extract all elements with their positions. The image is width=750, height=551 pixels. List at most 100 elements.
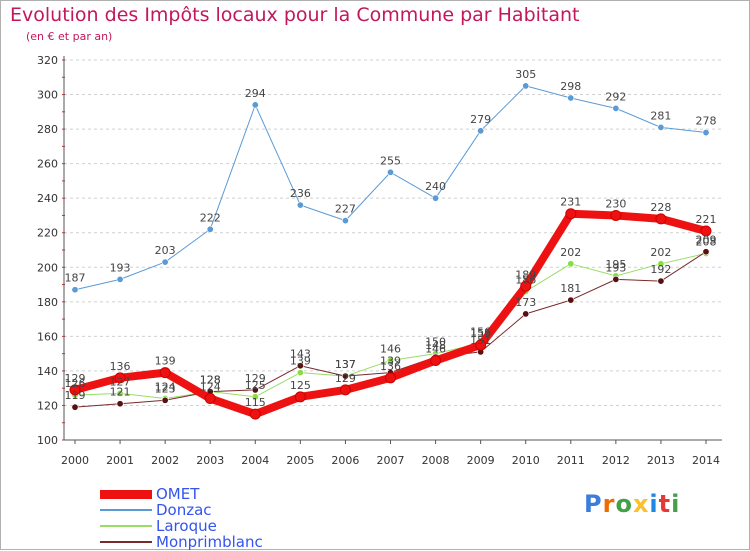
data-point-donzac: [702, 129, 710, 137]
data-point-donzac: [341, 217, 349, 225]
logo-letter: x: [632, 490, 650, 518]
data-point-omet: [204, 393, 216, 405]
data-point-monprimblanc: [522, 310, 530, 318]
data-point-donzac: [477, 127, 485, 135]
data-label-omet: 115: [245, 396, 266, 409]
data-label-donzac: 305: [515, 68, 536, 81]
x-tick-label: 2007: [377, 454, 405, 467]
data-label-laroque: 186: [515, 273, 536, 286]
data-label-donzac: 281: [650, 109, 671, 122]
y-tick-label: 220: [37, 227, 58, 240]
y-tick-label: 300: [37, 89, 58, 102]
data-point-omet: [520, 280, 532, 292]
data-label-monprimblanc: 137: [335, 358, 356, 371]
x-tick-label: 2004: [241, 454, 269, 467]
data-label-omet: 230: [605, 197, 626, 210]
logo-letter: P: [584, 490, 603, 518]
data-label-laroque: 126: [65, 377, 86, 390]
data-label-laroque: 202: [650, 246, 671, 259]
legend-swatch: [100, 509, 152, 511]
data-label-monprimblanc: 143: [290, 348, 311, 361]
data-label-omet: 124: [200, 381, 221, 394]
data-label-laroque: 208: [696, 235, 717, 248]
legend-label: Laroque: [156, 517, 217, 535]
x-tick-label: 2005: [286, 454, 314, 467]
x-tick-label: 2014: [692, 454, 720, 467]
x-tick-label: 2003: [196, 454, 224, 467]
data-label-donzac: 292: [605, 90, 626, 103]
legend-swatch: [100, 525, 152, 527]
data-label-monprimblanc: 119: [65, 389, 86, 402]
data-point-donzac: [71, 286, 79, 294]
y-tick-label: 120: [37, 399, 58, 412]
data-point-omet: [69, 384, 81, 396]
legend-label: Donzac: [156, 501, 212, 519]
data-point-donzac: [386, 168, 394, 176]
data-point-omet: [565, 208, 577, 220]
data-point-omet: [249, 408, 261, 420]
x-tick-label: 2010: [512, 454, 540, 467]
data-point-laroque: [567, 260, 575, 268]
data-point-omet: [610, 209, 622, 221]
data-label-donzac: 193: [110, 261, 131, 274]
data-point-monprimblanc: [702, 248, 710, 256]
data-label-omet: 125: [290, 379, 311, 392]
data-label-monprimblanc: 129: [245, 372, 266, 385]
proxiti-logo: Proxiti: [584, 490, 680, 518]
x-tick-label: 2006: [331, 454, 359, 467]
y-tick-label: 280: [37, 123, 58, 136]
legend-item-donzac: Donzac: [100, 501, 300, 519]
logo-letter: r: [602, 490, 616, 518]
y-tick-label: 260: [37, 158, 58, 171]
data-label-donzac: 298: [560, 80, 581, 93]
data-label-omet: 231: [560, 196, 581, 209]
data-label-monprimblanc: 192: [650, 263, 671, 276]
data-point-laroque: [296, 369, 304, 377]
y-tick-label: 320: [37, 54, 58, 67]
data-label-monprimblanc: 193: [605, 261, 626, 274]
data-label-laroque: 146: [380, 343, 401, 356]
x-tick-label: 2002: [151, 454, 179, 467]
data-point-omet: [385, 372, 396, 384]
data-label-monprimblanc: 139: [380, 355, 401, 368]
x-tick-label: 2013: [647, 454, 675, 467]
y-tick-label: 140: [37, 365, 58, 378]
x-tick-label: 2011: [557, 454, 585, 467]
data-label-monprimblanc: 151: [470, 334, 491, 347]
chart-legend: OMET Donzac Laroque Monprimblanc: [100, 485, 300, 551]
data-label-donzac: 240: [425, 180, 446, 193]
logo-letter: i: [649, 490, 659, 518]
data-label-omet: 136: [110, 360, 131, 373]
data-point-donzac: [161, 258, 169, 266]
data-point-donzac: [612, 104, 620, 112]
data-label-monprimblanc: 173: [515, 296, 536, 309]
data-point-monprimblanc: [161, 396, 169, 404]
data-point-donzac: [251, 101, 259, 109]
legend-item-omet: OMET: [100, 485, 300, 503]
data-point-monprimblanc: [612, 275, 620, 283]
data-label-omet: 228: [650, 201, 671, 214]
data-label-laroque: 150: [425, 336, 446, 349]
data-point-donzac: [522, 82, 530, 90]
data-label-laroque: 202: [560, 246, 581, 259]
data-point-omet: [294, 391, 306, 403]
data-label-donzac: 294: [245, 87, 266, 100]
data-label-monprimblanc: 123: [155, 382, 176, 395]
x-tick-label: 2012: [602, 454, 630, 467]
legend-item-monprimblanc: Monprimblanc: [100, 533, 300, 551]
data-point-laroque: [386, 357, 394, 365]
data-label-omet: 221: [696, 213, 717, 226]
y-tick-label: 200: [37, 261, 58, 274]
data-point-omet: [700, 225, 712, 237]
y-tick-label: 100: [37, 434, 58, 447]
data-point-laroque: [251, 393, 259, 401]
y-tick-label: 180: [37, 296, 58, 309]
logo-letter: t: [658, 490, 672, 518]
data-label-laroque: 195: [605, 258, 626, 271]
data-label-omet: 136: [380, 360, 401, 373]
data-point-monprimblanc: [341, 372, 349, 380]
data-point-monprimblanc: [657, 277, 665, 285]
data-point-donzac: [432, 194, 440, 202]
